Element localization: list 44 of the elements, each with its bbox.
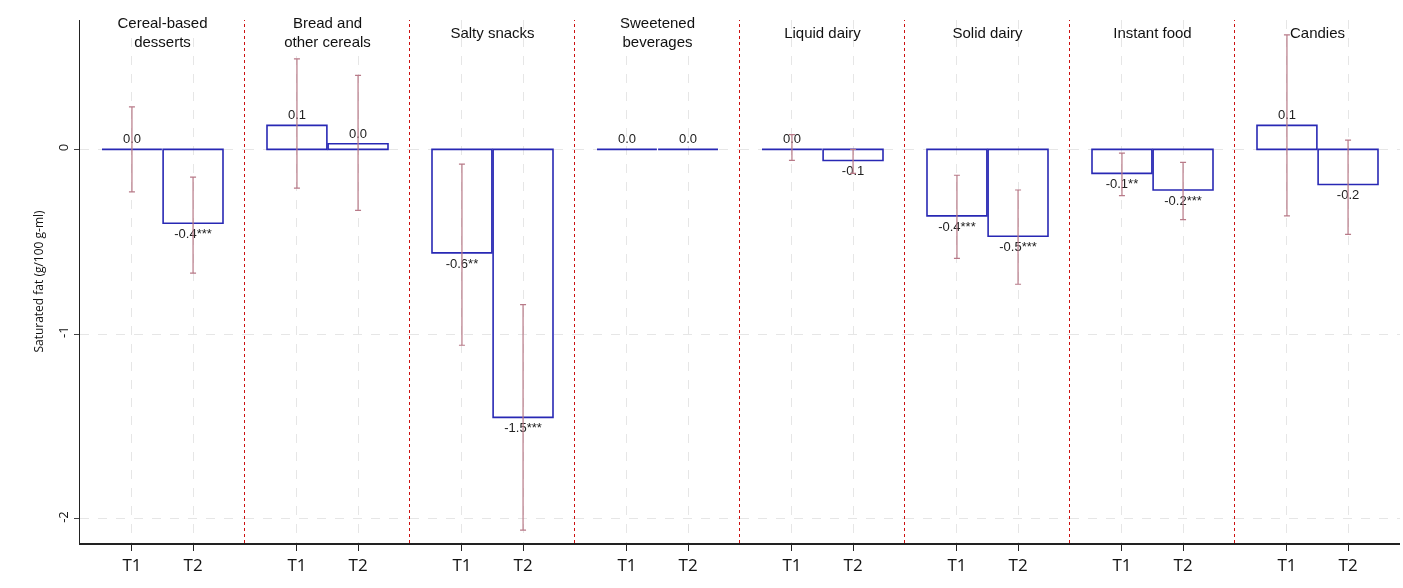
y-axis-title: Saturated fat (g/100 g-ml) xyxy=(29,209,47,353)
data-label: -0.1** xyxy=(1105,176,1139,192)
x-tick-label: T1 xyxy=(287,552,307,576)
x-tick-label: T2 xyxy=(843,552,863,576)
x-tick-label: T1 xyxy=(617,552,637,576)
chart-title: Solid dairy xyxy=(952,24,1024,42)
data-label: 0.0 xyxy=(679,131,698,147)
x-tick-label: T2 xyxy=(1173,552,1193,576)
data-label: -0.4*** xyxy=(174,226,212,242)
x-tick-label: T1 xyxy=(782,552,802,576)
data-label: -0.2 xyxy=(1336,187,1360,203)
x-tick-label: T1 xyxy=(1112,552,1132,576)
x-tick-label: T1 xyxy=(947,552,967,576)
x-tick-label: T2 xyxy=(678,552,698,576)
x-tick-label: T2 xyxy=(1338,552,1358,576)
chart-title: Salty snacks xyxy=(450,24,535,42)
data-label: 0.1 xyxy=(287,107,306,123)
x-tick-label: T1 xyxy=(122,552,142,576)
data-label: 0.0 xyxy=(349,125,368,141)
data-label: -0.4*** xyxy=(938,218,976,234)
x-tick-label: T2 xyxy=(183,552,203,576)
x-tick-label: T2 xyxy=(348,552,368,576)
x-tick-label: T2 xyxy=(1008,552,1028,576)
chart-title: Bread and other cereals xyxy=(284,13,371,51)
chart-title: Sweetened beverages xyxy=(619,13,696,51)
chart-title: Liquid dairy xyxy=(784,24,862,42)
chart-title: Cereal-based desserts xyxy=(117,13,208,51)
data-label: -0.5*** xyxy=(999,239,1037,255)
data-label: -1.5*** xyxy=(504,420,542,436)
x-tick-label: T1 xyxy=(1277,552,1297,576)
data-label: 0.1 xyxy=(1277,107,1296,123)
data-label: 0.0 xyxy=(782,131,801,147)
chart-title: Candies xyxy=(1289,24,1346,42)
chart-title: Instant food xyxy=(1113,24,1192,42)
data-label: 0.0 xyxy=(122,131,141,147)
data-label: -0.6** xyxy=(445,255,479,271)
data-label: 0.0 xyxy=(617,131,636,147)
y-tick-label: 0 xyxy=(54,143,73,152)
y-tick-label: -2 xyxy=(54,511,73,523)
x-tick-label: T1 xyxy=(452,552,472,576)
data-label: -0.1 xyxy=(841,163,865,179)
y-tick-label: -1 xyxy=(54,326,73,339)
x-tick-label: T2 xyxy=(513,552,533,576)
data-label: -0.2*** xyxy=(1164,193,1202,209)
